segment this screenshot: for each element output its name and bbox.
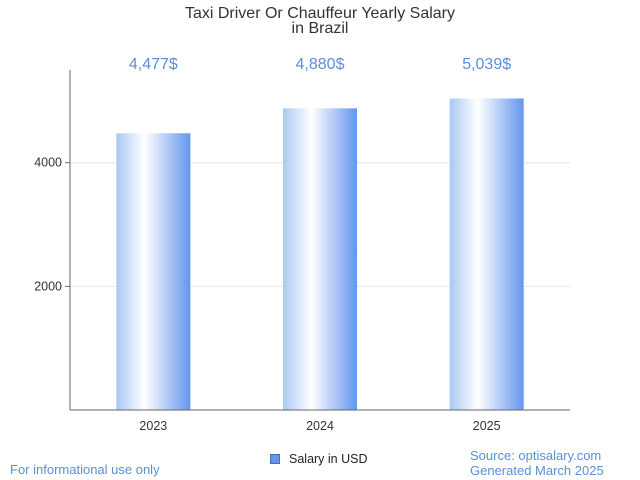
y-tick-label: 4000 <box>34 156 62 170</box>
bar-2023[interactable] <box>116 133 191 411</box>
legend-label: Salary in USD <box>289 452 368 466</box>
chart-title: Taxi Driver Or Chauffeur Yearly Salary <box>185 5 455 22</box>
source-link[interactable]: Source: optisalary.com <box>470 448 602 463</box>
data-label-2023: 4,477$ <box>129 56 178 73</box>
generated-date: Generated March 2025 <box>470 463 604 478</box>
x-tick-label: 2024 <box>306 419 334 433</box>
x-tick-label: 2023 <box>139 419 167 433</box>
data-label-2024: 4,880$ <box>296 56 345 73</box>
legend-swatch-icon <box>270 454 280 464</box>
chart-subtitle: in Brazil <box>292 20 349 37</box>
bar-2025[interactable] <box>449 98 524 411</box>
data-label-2025: 5,039$ <box>462 56 511 73</box>
bars <box>116 98 524 411</box>
x-tick-label: 2025 <box>473 419 501 433</box>
source-block: Source: optisalary.com Generated March 2… <box>470 448 604 478</box>
data-labels: 4,477$ 4,880$ 5,039$ <box>129 56 511 73</box>
disclaimer-text: For informational use only <box>10 462 160 477</box>
bar-2024[interactable] <box>283 108 357 410</box>
axes: 2000 4000 2023 2024 2025 <box>34 70 570 433</box>
legend: Salary in USD <box>270 452 368 466</box>
y-tick-label: 2000 <box>34 279 62 293</box>
